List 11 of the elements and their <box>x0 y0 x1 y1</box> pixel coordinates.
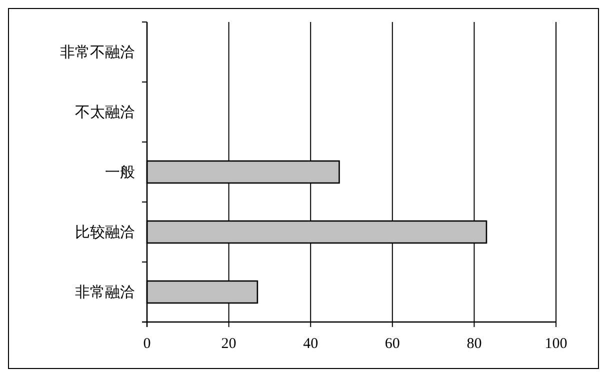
x-tick-label: 80 <box>466 336 482 352</box>
y-tick-label: 比较融洽 <box>75 224 135 241</box>
x-tick-label: 20 <box>221 336 236 352</box>
y-tick-label: 非常融洽 <box>75 284 135 301</box>
x-tick-label: 40 <box>303 336 318 352</box>
y-tick-label: 非常不融洽 <box>60 44 135 61</box>
y-tick-label: 不太融洽 <box>75 104 135 121</box>
x-tick-label: 0 <box>143 336 151 352</box>
x-tick-label: 60 <box>384 336 400 352</box>
y-tick-label: 一般 <box>105 165 135 181</box>
x-tick-label: 100 <box>544 336 568 352</box>
